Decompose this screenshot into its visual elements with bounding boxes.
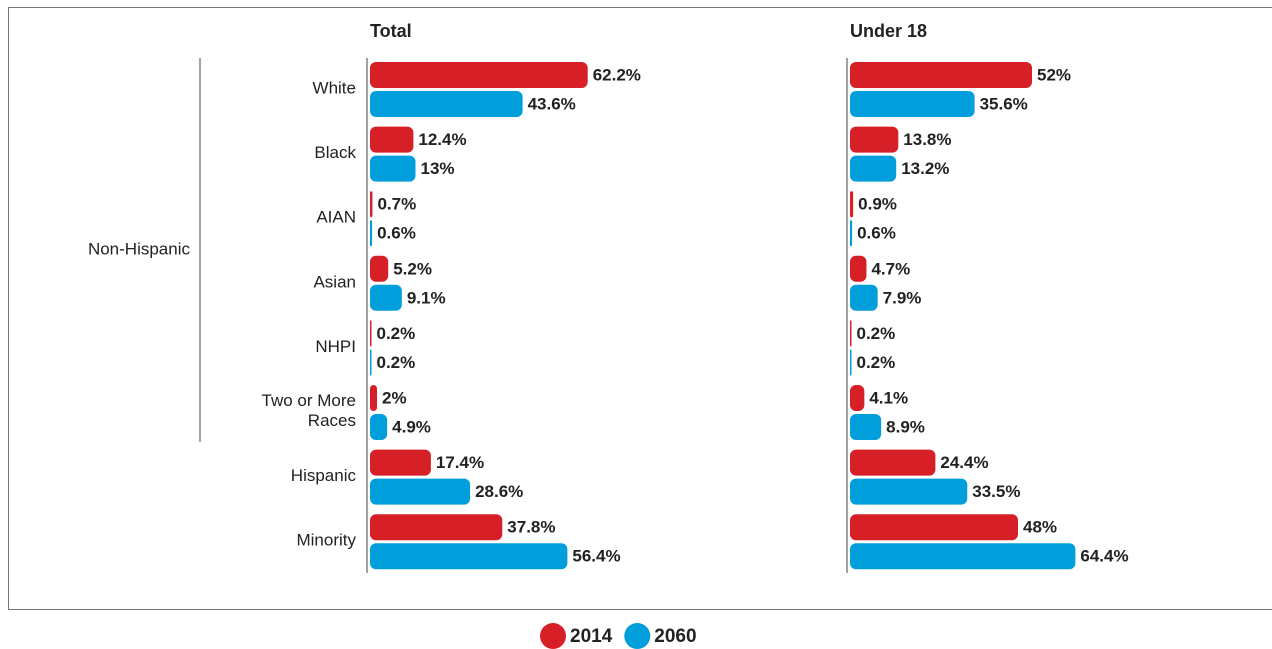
bar — [850, 349, 852, 376]
category-label: AIAN — [316, 208, 356, 227]
value-label: 0.9% — [858, 195, 897, 214]
value-label: 8.9% — [886, 417, 925, 436]
value-label: 0.2% — [857, 324, 896, 343]
bar — [850, 478, 968, 505]
value-label: 17.4% — [436, 453, 484, 472]
category-label: Minority — [296, 531, 356, 550]
value-label: 35.6% — [980, 94, 1028, 113]
legend-swatch — [540, 623, 566, 649]
value-label: 28.6% — [475, 482, 523, 501]
panel-title: Total — [370, 21, 412, 41]
bar — [850, 449, 936, 476]
category-label: Asian — [313, 272, 356, 291]
panel-title: Under 18 — [850, 21, 927, 41]
bar — [370, 320, 372, 347]
value-label: 0.2% — [857, 353, 896, 372]
bar — [370, 255, 389, 282]
value-label: 56.4% — [572, 547, 620, 566]
category-label: Black — [314, 143, 356, 162]
value-label: 33.5% — [972, 482, 1020, 501]
bar — [850, 220, 853, 247]
bar — [370, 449, 431, 476]
bar — [370, 349, 372, 376]
category-label: Two or More Races — [262, 391, 356, 430]
bar — [370, 62, 588, 88]
value-label: 0.2% — [377, 324, 416, 343]
bar — [370, 543, 568, 570]
bar — [850, 255, 867, 282]
value-label: 0.7% — [377, 195, 416, 214]
bar — [850, 414, 882, 440]
bar — [850, 385, 865, 411]
value-label: 9.1% — [407, 288, 446, 307]
bar — [850, 284, 878, 311]
bar — [370, 126, 414, 153]
bar — [370, 220, 373, 247]
bar — [370, 414, 388, 440]
legend-swatch — [624, 623, 651, 649]
bar — [370, 514, 503, 541]
bar — [370, 91, 523, 117]
bar — [370, 155, 416, 182]
value-label: 37.8% — [507, 518, 555, 537]
value-label: 5.2% — [393, 259, 432, 278]
value-label: 4.9% — [392, 417, 431, 436]
category-label: White — [313, 78, 356, 97]
category-label: NHPI — [315, 337, 356, 356]
value-label: 13% — [421, 159, 455, 178]
value-label: 7.9% — [883, 288, 922, 307]
value-label: 64.4% — [1080, 547, 1128, 566]
legend-label: 2060 — [654, 626, 696, 647]
bar — [370, 385, 377, 411]
bar — [850, 320, 852, 347]
value-label: 2% — [382, 388, 407, 407]
category-label: Hispanic — [291, 466, 357, 485]
bar — [850, 514, 1018, 541]
legend-label: 2014 — [570, 626, 613, 647]
value-label: 12.4% — [418, 130, 466, 149]
value-label: 0.6% — [377, 224, 416, 243]
group-label: Non-Hispanic — [88, 239, 191, 258]
bar — [370, 191, 373, 218]
bar — [850, 126, 899, 153]
value-label: 52% — [1037, 65, 1071, 84]
bar — [850, 62, 1032, 88]
value-label: 4.7% — [871, 259, 910, 278]
value-label: 4.1% — [869, 388, 908, 407]
value-label: 24.4% — [940, 453, 988, 472]
bar — [370, 284, 402, 311]
frame — [8, 7, 1272, 610]
value-label: 13.8% — [903, 130, 951, 149]
bar — [850, 91, 975, 117]
value-label: 43.6% — [528, 94, 576, 113]
value-label: 62.2% — [593, 65, 641, 84]
value-label: 0.2% — [377, 353, 416, 372]
bar — [850, 155, 897, 182]
value-label: 13.2% — [901, 159, 949, 178]
value-label: 48% — [1023, 518, 1057, 537]
bar — [370, 478, 471, 505]
bar — [850, 543, 1076, 570]
value-label: 0.6% — [857, 224, 896, 243]
bar — [850, 191, 854, 218]
